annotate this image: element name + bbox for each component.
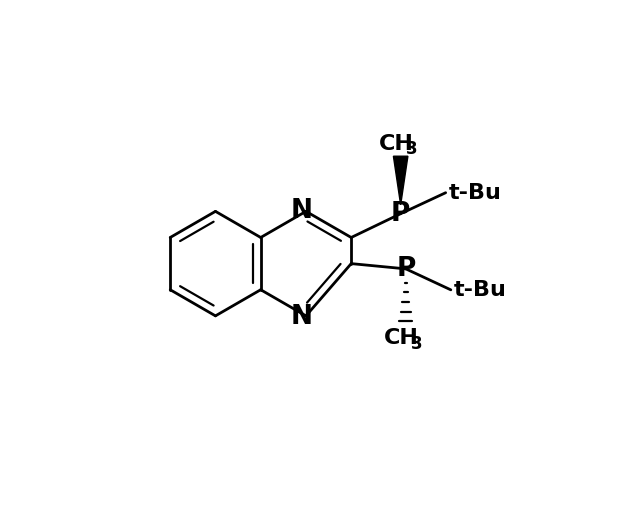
Polygon shape (394, 156, 408, 205)
Text: 3: 3 (412, 335, 423, 353)
Text: N: N (291, 304, 313, 330)
Text: t-Bu: t-Bu (454, 280, 507, 300)
Text: CH: CH (378, 134, 413, 154)
Text: 3: 3 (406, 140, 418, 158)
Text: t-Bu: t-Bu (449, 183, 502, 203)
Text: CH: CH (383, 328, 419, 348)
Text: P: P (391, 200, 410, 227)
Text: P: P (396, 256, 415, 282)
Text: N: N (291, 197, 313, 223)
